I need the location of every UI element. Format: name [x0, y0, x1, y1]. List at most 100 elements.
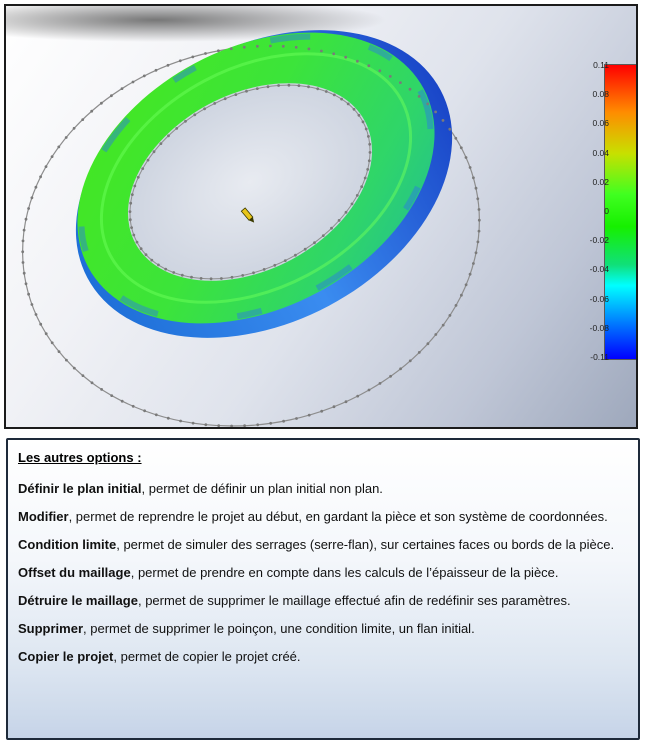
- option-item: Définir le plan initial, permet de défin…: [18, 479, 626, 499]
- mesh-node: [408, 359, 412, 363]
- mesh-node: [332, 93, 336, 97]
- mesh-node: [472, 176, 475, 180]
- color-scale-tick: 0.06: [592, 118, 609, 129]
- cad-viewport[interactable]: 0.11 0.08 0.06 0.04 0.02 0 -0.02 -0.04 -0.06 -0.0…: [4, 4, 638, 429]
- mesh-node: [230, 424, 233, 427]
- mesh-node: [128, 210, 132, 214]
- mesh-node: [477, 208, 481, 211]
- mesh-node: [460, 293, 463, 297]
- mesh-node: [39, 175, 42, 179]
- mesh-node: [180, 273, 184, 277]
- mesh-node: [367, 159, 371, 163]
- mesh-node: [141, 167, 145, 171]
- mesh-node: [243, 424, 246, 427]
- mesh-node: [273, 263, 277, 267]
- color-scale-tick: -0.06: [589, 293, 609, 304]
- mesh-node: [355, 194, 359, 197]
- mesh-node: [22, 228, 26, 232]
- mesh-node: [204, 423, 208, 427]
- option-item: Condition limite, permet de simuler des …: [18, 535, 626, 555]
- mesh-node: [152, 150, 156, 154]
- mesh-node: [269, 421, 273, 425]
- mesh-node: [199, 277, 203, 280]
- mesh-node: [100, 101, 103, 105]
- mesh-node: [223, 97, 227, 101]
- mesh-node: [217, 49, 220, 53]
- mesh-node: [24, 217, 28, 221]
- mesh-node: [27, 292, 30, 296]
- mesh-node: [179, 419, 183, 423]
- mesh-node: [352, 107, 356, 111]
- option-separator: ,: [141, 481, 149, 496]
- mesh-node: [110, 394, 114, 397]
- options-list: Définir le plan initial, permet de défin…: [18, 479, 626, 667]
- color-scale-tick: 0.11: [593, 60, 609, 70]
- mesh-node: [220, 277, 223, 280]
- mesh-node: [448, 127, 452, 131]
- option-description: permet de supprimer le poinçon, une cond…: [90, 621, 475, 636]
- mesh-node: [332, 405, 336, 409]
- mesh-node: [144, 253, 148, 257]
- mesh-node: [468, 272, 472, 276]
- mesh-node: [50, 155, 54, 159]
- mesh-node: [34, 185, 38, 189]
- mesh-node: [22, 271, 26, 275]
- mesh-node: [135, 240, 139, 244]
- option-description: permet de définir un plan initial non pl…: [148, 481, 383, 496]
- option-separator: ,: [83, 621, 91, 636]
- mesh-node: [57, 350, 61, 353]
- mesh-node: [252, 271, 255, 275]
- mesh-node: [24, 282, 28, 286]
- mesh-node: [72, 366, 76, 370]
- color-scale-tick: -0.04: [589, 264, 609, 275]
- option-separator: ,: [68, 509, 76, 524]
- mesh-node: [434, 110, 437, 114]
- mesh-node: [164, 267, 168, 271]
- mesh-node: [203, 107, 207, 111]
- mesh-node: [357, 113, 361, 117]
- mesh-node: [229, 47, 233, 51]
- mesh-node: [474, 186, 478, 190]
- mesh-node: [131, 404, 135, 408]
- mesh-node: [256, 44, 259, 48]
- mesh-node: [350, 202, 354, 206]
- color-scale-tick: 0: [604, 206, 609, 216]
- option-name: Copier le projet: [18, 649, 114, 664]
- mesh-node: [340, 97, 343, 101]
- mesh-node: [193, 113, 197, 117]
- mesh-node: [363, 176, 367, 180]
- color-scale-tick: 0.02: [592, 176, 609, 187]
- other-options-panel: Les autres options : Définir le plan ini…: [6, 438, 640, 740]
- options-title: Les autres options :: [18, 450, 142, 465]
- mesh-node: [295, 417, 298, 420]
- mesh-node: [454, 304, 458, 307]
- mesh-node: [367, 388, 371, 392]
- mesh-node: [190, 275, 193, 279]
- mesh-node: [81, 118, 85, 121]
- mesh-node: [178, 59, 182, 63]
- mesh-node: [417, 351, 421, 354]
- mesh-node: [21, 250, 25, 254]
- option-item: Modifier, permet de reprendre le projet …: [18, 507, 626, 527]
- mesh-node: [130, 193, 134, 197]
- mesh-node: [142, 74, 146, 78]
- mesh-node: [356, 394, 360, 398]
- mesh-node: [368, 151, 372, 154]
- mesh-node: [426, 342, 430, 346]
- mesh-node: [474, 251, 478, 255]
- mesh-node: [266, 85, 270, 89]
- mesh-node: [361, 120, 365, 124]
- mesh-node: [332, 52, 336, 56]
- mesh-node: [217, 424, 221, 427]
- mesh-node: [139, 247, 143, 251]
- mesh-node: [191, 421, 195, 425]
- mesh-node: [175, 127, 179, 130]
- mesh-node: [294, 253, 297, 257]
- mesh-node: [367, 135, 370, 138]
- mesh-node: [150, 258, 154, 262]
- mesh-node: [90, 109, 94, 113]
- mesh-node: [130, 226, 133, 230]
- mesh-node: [44, 165, 48, 169]
- mesh-node: [213, 102, 217, 105]
- mesh-node: [209, 277, 213, 281]
